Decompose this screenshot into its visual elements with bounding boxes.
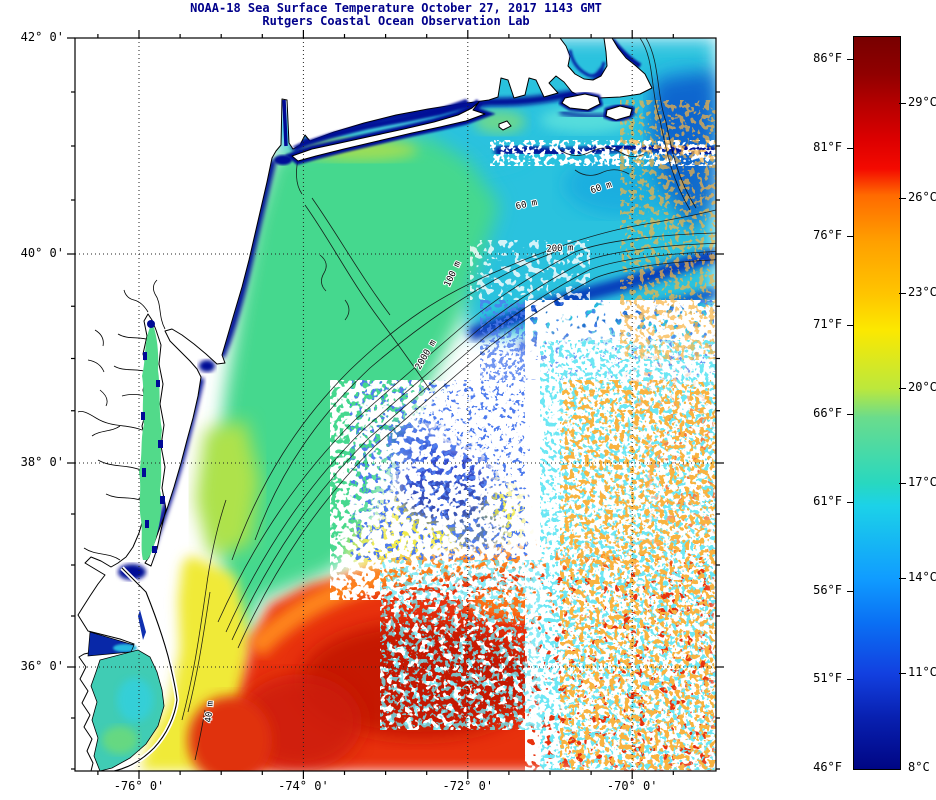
colorbar-tick-c: [899, 198, 906, 200]
x-axis-label: -70° 0': [606, 779, 658, 793]
cape-cod-bay-rim: [568, 49, 606, 78]
figure-title: NOAA-18 Sea Surface Temperature October …: [190, 1, 602, 15]
colorbar-label-c: 17°C: [908, 475, 936, 490]
plot-frame: [74, 37, 717, 772]
colorbar-label-f: 81°F: [813, 139, 842, 154]
colorbar-label-c: 23°C: [908, 285, 936, 300]
colorbar-tick-f: [847, 325, 854, 326]
temperature-colorbar: [853, 36, 901, 770]
colorbar-tick-c: [899, 578, 906, 580]
colorbar-label-f: 76°F: [813, 228, 842, 243]
graticule: [75, 38, 716, 771]
river-outlines: [77, 279, 166, 561]
colorbar-tick-f: [847, 236, 854, 238]
colorbar-label-f: 86°F: [813, 51, 842, 66]
x-axis-label: -74° 0': [278, 779, 329, 793]
colorbar-label-f: 61°F: [813, 494, 842, 509]
colorbar-tick-c: [899, 388, 906, 390]
colorbar-tick-f: [847, 502, 854, 504]
figure-subtitle: Rutgers Coastal Ocean Observation Lab: [262, 14, 530, 28]
colorbar-tick-f: [847, 679, 854, 681]
land-coastline: [75, 38, 653, 771]
y-axis-label: 40° 0': [20, 246, 64, 260]
colorbar-label-c: 26°C: [908, 190, 936, 205]
colorbar-label-f: 66°F: [813, 405, 842, 420]
colorbar-label-c: 11°C: [908, 665, 936, 680]
colorbar-label-c: 14°C: [908, 570, 936, 585]
colorbar-tick-c: [899, 103, 906, 105]
colorbar-tick-c: [899, 293, 906, 295]
contour-label: 40 m: [204, 701, 216, 723]
x-axis-label: -72° 0': [442, 779, 494, 793]
colorbar-label-f: 71°F: [813, 317, 842, 331]
y-axis-label: 38° 0': [20, 455, 64, 469]
contour-label: 200 m: [546, 243, 574, 254]
colorbar-tick-f: [847, 147, 854, 149]
y-axis-label: 36° 0': [20, 659, 64, 673]
islands: [292, 94, 632, 161]
colorbar-tick-f: [847, 590, 854, 592]
long-island-sound: [292, 99, 470, 148]
y-axis-label: 42° 0': [20, 30, 64, 44]
colorbar-label-f: 51°F: [813, 671, 842, 686]
axis-ticks: [67, 30, 724, 779]
colorbar-tick-f: [847, 413, 854, 415]
colorbar-tick-c: [899, 483, 906, 485]
ocean-temperature-field: [75, 38, 716, 771]
colorbar-tick-f: [847, 59, 854, 61]
hudson-river: [282, 99, 288, 147]
colorbar-tick-c: [899, 673, 906, 675]
colorbar-label-f: 46°F: [813, 760, 842, 774]
colorbar-label-c: 29°C: [908, 95, 936, 110]
colorbar-label-f: 56°F: [813, 582, 842, 597]
block-island: [498, 120, 512, 131]
x-axis-label: -76° 0': [113, 779, 165, 793]
inland-waters: [87, 49, 606, 771]
colorbar-label-c: 20°C: [908, 380, 936, 395]
colorbar-label-c: 8°C: [908, 760, 930, 774]
